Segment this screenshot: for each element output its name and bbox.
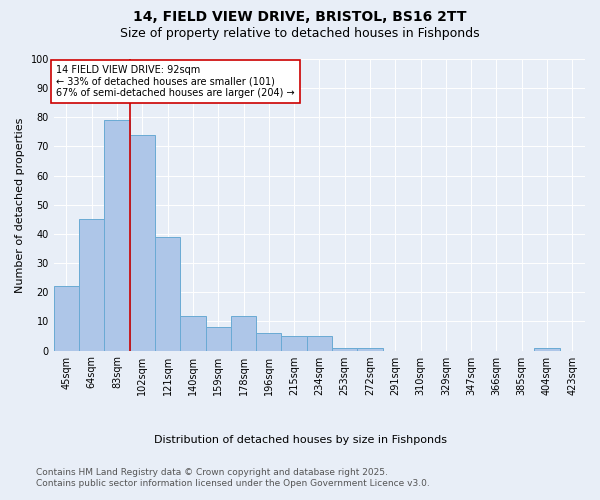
Text: Distribution of detached houses by size in Fishponds: Distribution of detached houses by size … [154,435,446,445]
Text: Size of property relative to detached houses in Fishponds: Size of property relative to detached ho… [120,28,480,40]
Bar [231,316,256,350]
Y-axis label: Number of detached properties: Number of detached properties [15,117,25,292]
Bar [281,336,307,350]
Bar [180,316,206,350]
Bar [535,348,560,350]
Bar [206,328,231,350]
Bar [307,336,332,350]
Bar [130,135,155,350]
Bar [79,220,104,350]
Bar [332,348,358,350]
Bar [155,237,180,350]
Bar [54,286,79,350]
Bar [358,348,383,350]
Text: 14, FIELD VIEW DRIVE, BRISTOL, BS16 2TT: 14, FIELD VIEW DRIVE, BRISTOL, BS16 2TT [133,10,467,24]
Text: 14 FIELD VIEW DRIVE: 92sqm
← 33% of detached houses are smaller (101)
67% of sem: 14 FIELD VIEW DRIVE: 92sqm ← 33% of deta… [56,65,295,98]
Bar [104,120,130,350]
Bar [256,333,281,350]
Text: Contains HM Land Registry data © Crown copyright and database right 2025.
Contai: Contains HM Land Registry data © Crown c… [36,468,430,487]
